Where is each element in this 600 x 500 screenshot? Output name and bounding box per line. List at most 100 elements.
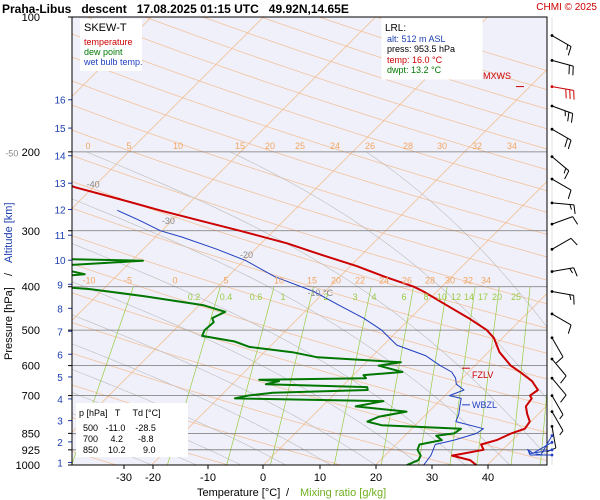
mixing-ratio-label: 0.6 <box>250 292 263 302</box>
wind-barb <box>550 394 564 420</box>
mixing-ratio-label: 3 <box>352 292 357 302</box>
wind-barb <box>550 290 575 305</box>
isotherm-label: -20 <box>240 250 253 260</box>
lrl-press: press: 953.5 hPa <box>387 44 455 54</box>
legend-dewpoint: dew point <box>84 47 123 57</box>
dry-adiabat-label: 15 <box>307 276 317 286</box>
wind-barb-flag <box>570 237 578 246</box>
moist-adiabat <box>72 343 331 465</box>
pressure-tick-label: 600 <box>22 361 40 373</box>
moist-adiabat <box>72 314 376 465</box>
mixing-ratio-label: 12 <box>451 292 461 302</box>
fzlv-label: FZLV <box>472 370 493 380</box>
wind-barb <box>550 104 574 123</box>
wind-barb-dot <box>550 270 554 273</box>
isotherm <box>375 293 547 465</box>
wind-barb-staff <box>551 377 567 396</box>
wind-barb <box>550 237 578 251</box>
wind-barb-flag <box>560 394 567 403</box>
altitude-tick-label: 4 <box>57 395 63 406</box>
wind-barb-flag <box>567 46 572 56</box>
wind-barb-flag <box>567 112 570 122</box>
wind-barb-staff <box>551 426 557 449</box>
temperature-tick-label: -30 <box>116 472 132 484</box>
mixing-ratio-line <box>510 286 531 465</box>
isotherm-label: -30 <box>162 216 175 226</box>
credit-link[interactable]: CHMI © 2025 <box>536 2 597 13</box>
dry-adiabat <box>72 129 547 281</box>
dry-adiabat-label: 5 <box>223 276 228 286</box>
wind-barb-dot <box>550 34 554 37</box>
dry-adiabat <box>72 181 547 329</box>
wind-barb-flag <box>573 267 578 277</box>
wind-barb-staff <box>551 86 574 91</box>
dry-adiabat-label: 5 <box>126 141 131 151</box>
x-axis-mixing-label: Mixing ratio [g/kg] <box>300 487 386 499</box>
wind-barb-dot <box>550 127 554 131</box>
altitude-tick-label: 2 <box>57 438 63 449</box>
pressure-tick-label: 850 <box>22 428 40 440</box>
pressure-tick-label: 300 <box>22 226 40 238</box>
mixing-ratio-label: 20 <box>492 292 502 302</box>
altitude-tick-label: 12 <box>54 206 66 217</box>
legend-wetbulb: wet bulb temp. <box>83 57 143 67</box>
wind-barb-staff <box>551 291 574 296</box>
wind-barb <box>550 376 567 403</box>
lrl-alt: alt: 512 m ASL <box>387 34 446 44</box>
dry-adiabat <box>72 263 547 406</box>
dry-adiabat-label: 30 <box>437 141 447 151</box>
wind-barb-flag <box>569 268 573 274</box>
temperature-tick-label: 20 <box>370 472 382 484</box>
lrl-box: LRL: alt: 512 m ASL press: 953.5 hPa tem… <box>381 18 483 80</box>
wind-barb-staff <box>530 449 553 455</box>
mixing-ratio-line <box>270 286 314 465</box>
dry-adiabat <box>72 56 547 213</box>
dry-adiabat <box>72 207 547 354</box>
wind-barb-dot <box>550 290 554 293</box>
wind-barb-staff <box>532 441 553 454</box>
temperature-tick-label: -20 <box>145 472 161 484</box>
wind-barb-staff <box>551 411 564 431</box>
wind-barb <box>550 216 579 226</box>
wind-barb-staff <box>551 202 574 206</box>
dry-adiabat-label: 28 <box>425 276 435 286</box>
wind-barb-flag <box>567 324 572 334</box>
wind-barb <box>528 440 554 454</box>
wind-barb-flag <box>564 170 570 180</box>
level-table: p [hPa] T Td [°C] 500 -11.0 -28.5 700 4.… <box>76 403 188 457</box>
mixing-ratio-line <box>226 286 275 465</box>
altitude-tick-label: 15 <box>54 124 66 135</box>
series-dew-point <box>72 258 462 465</box>
mixing-ratio-line <box>540 387 547 465</box>
isotherm <box>72 17 488 433</box>
table-row: 700 4.2 -8.8 <box>83 434 154 444</box>
wind-barb-flag <box>566 44 569 50</box>
mixing-ratio-label: 2 <box>323 292 328 302</box>
dry-adiabat-label: 30 <box>445 276 455 286</box>
mixing-ratio-label: 6 <box>401 292 406 302</box>
wind-barb-staff <box>551 156 570 172</box>
wind-barb-staff <box>551 358 567 377</box>
wind-barb-staff <box>551 337 564 358</box>
wind-barb <box>550 177 572 199</box>
dry-adiabat-label: 32 <box>472 141 482 151</box>
wind-barb-dot <box>550 453 554 457</box>
altitude-tick-label: 11 <box>55 231 66 242</box>
pressure-tick-label: 925 <box>22 445 40 457</box>
x-axis-label: Temperature [°C] <box>197 487 280 499</box>
wind-barb-staff <box>551 395 564 415</box>
moist-adiabat <box>72 392 242 465</box>
wind-barb <box>550 410 564 436</box>
dry-adiabat <box>72 155 547 305</box>
mixing-ratio-label: 25 <box>511 292 521 302</box>
dry-adiabat-label: 26 <box>402 276 412 286</box>
wind-barb-dot <box>550 424 554 428</box>
isotherm <box>72 17 264 209</box>
wind-barb-flag <box>569 294 572 301</box>
mixing-ratio-line <box>380 286 414 465</box>
mixing-ratio-label: 0.2 <box>188 292 201 302</box>
mixing-ratio-label: 0.4 <box>220 292 233 302</box>
wind-barb-staff <box>551 216 573 225</box>
wind-barb-dot <box>550 394 554 398</box>
moist-adiabat <box>366 151 547 328</box>
